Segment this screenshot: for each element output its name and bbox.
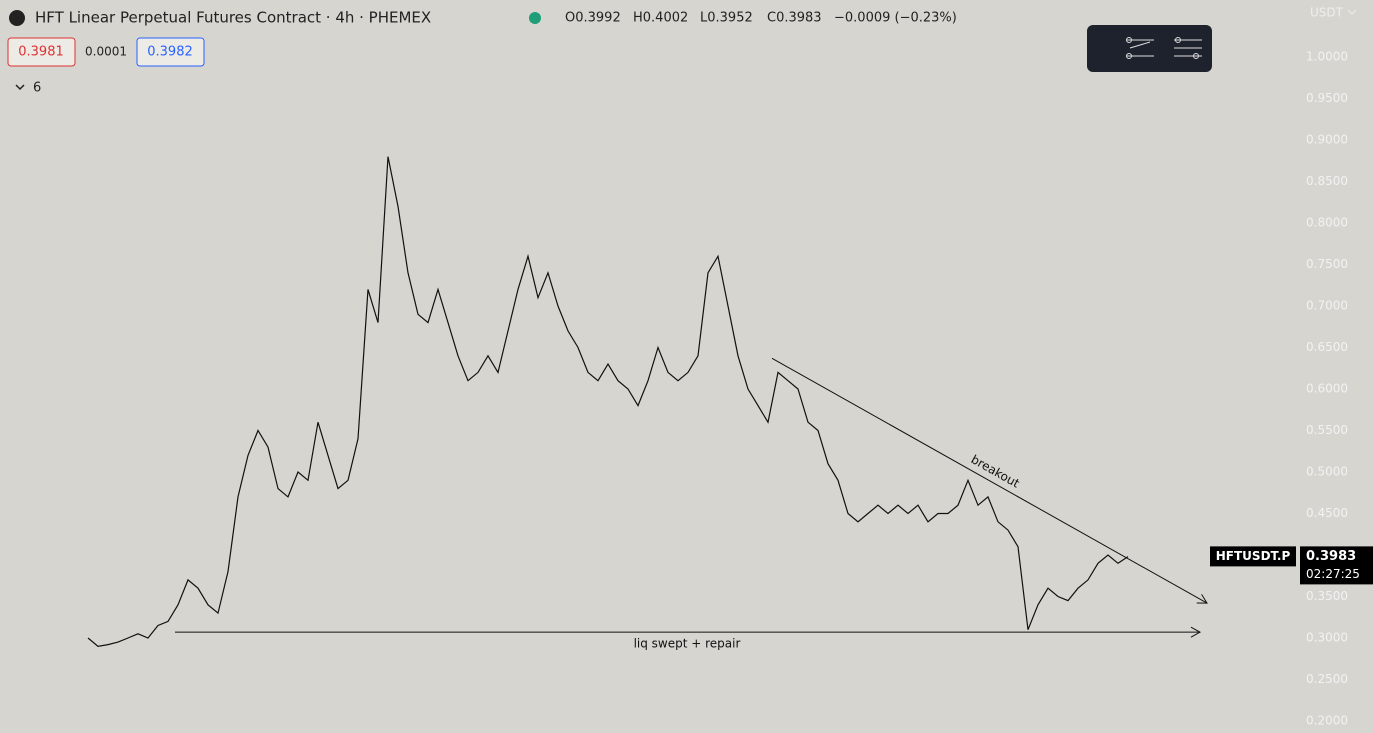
- indicators-toggle[interactable]: [15, 84, 25, 91]
- ohlc-close: C0.3983: [767, 11, 822, 26]
- symbol-label: HFTUSDT.P: [1216, 549, 1291, 563]
- bid-button[interactable]: [7, 37, 76, 67]
- y-tick-label: 0.5500: [1306, 423, 1348, 437]
- y-tick-label: 0.3500: [1306, 589, 1348, 603]
- indicators-count: 6: [33, 81, 41, 96]
- y-tick-label: 0.2500: [1306, 672, 1348, 686]
- y-tick-label: 0.6000: [1306, 381, 1348, 395]
- y-tick-label: 0.4500: [1306, 506, 1348, 520]
- y-tick-label: 0.5000: [1306, 464, 1348, 478]
- annotation-label: liq swept + repair: [634, 637, 741, 651]
- annotation-line: [771, 357, 1208, 604]
- y-tick-label: 0.9500: [1306, 91, 1348, 105]
- price-badge: [1300, 546, 1373, 585]
- countdown-label: 02:27:25: [1306, 567, 1360, 581]
- y-tick-label: 0.8500: [1306, 174, 1348, 188]
- y-tick-label: 0.7000: [1306, 298, 1348, 312]
- y-tick-label: 0.7500: [1306, 257, 1348, 271]
- ask-button[interactable]: [136, 37, 205, 67]
- drawing-toolbar: [1087, 25, 1212, 72]
- annotation-label: breakout: [969, 452, 1022, 490]
- ohlc-open: O0.3992: [565, 11, 621, 26]
- spread: 0.0001: [85, 45, 127, 59]
- last-price-label: 0.3983: [1306, 549, 1356, 564]
- y-tick-label: 0.2000: [1306, 713, 1348, 727]
- y-tick-label: 0.6500: [1306, 340, 1348, 354]
- symbol-badge: [1210, 546, 1296, 567]
- price-line: [87, 156, 1129, 647]
- toolbar-icons[interactable]: [1126, 37, 1202, 59]
- y-tick-label: 0.3000: [1306, 630, 1348, 644]
- currency-caret: [1347, 9, 1357, 15]
- y-tick-label: 0.9000: [1306, 133, 1348, 147]
- ohlc-change: −0.0009 (−0.23%): [834, 11, 957, 26]
- currency-selector[interactable]: USDT: [1310, 6, 1344, 20]
- chart-title: HFT Linear Perpetual Futures Contract · …: [35, 9, 431, 27]
- exchange-logo: [9, 10, 25, 26]
- ask-price: 0.3982: [147, 45, 193, 60]
- market-status[interactable]: [529, 12, 541, 24]
- y-tick-label: 0.8000: [1306, 216, 1348, 230]
- ohlc-high: H0.4002: [633, 11, 688, 26]
- y-tick-label: 1.0000: [1306, 50, 1348, 64]
- bid-price: 0.3981: [18, 45, 64, 60]
- ohlc-low: L0.3952: [700, 11, 753, 26]
